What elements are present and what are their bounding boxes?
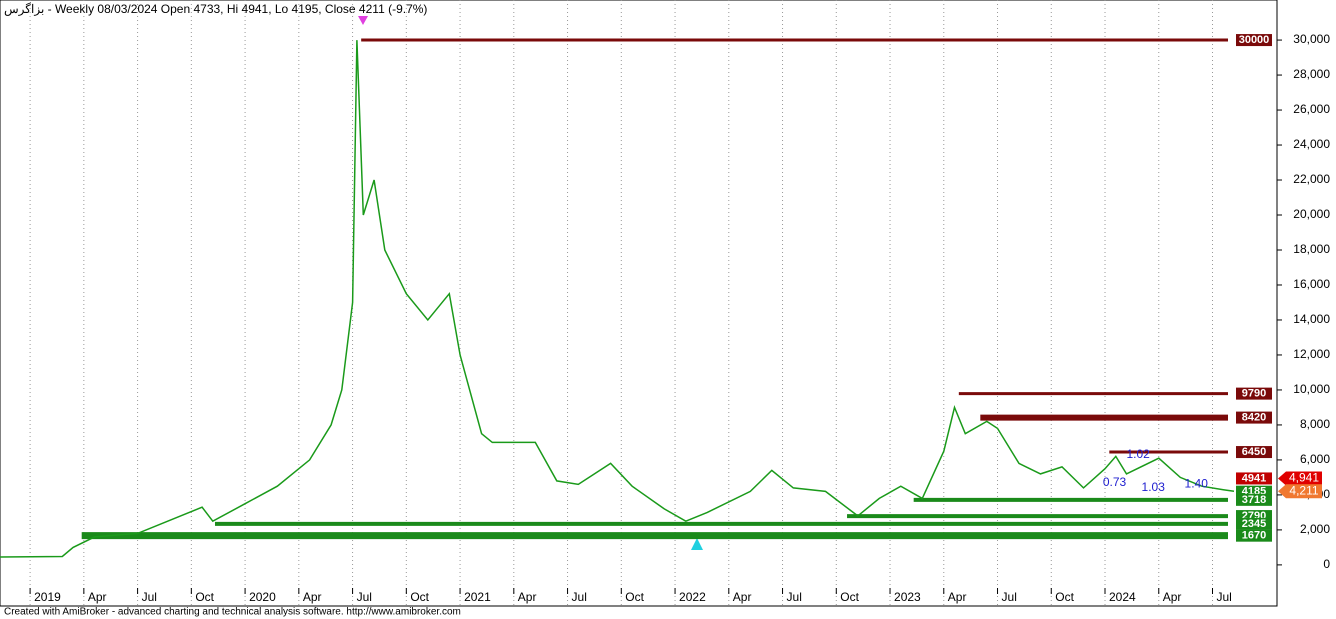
y-tick-label: 0	[1323, 557, 1330, 571]
footer: Created with AmiBroker - advanced charti…	[4, 607, 461, 618]
x-tick-label: Apr	[1163, 590, 1182, 604]
price-marker	[1278, 484, 1322, 499]
annotation: 1.02	[1127, 447, 1151, 461]
y-tick-label: 14,000	[1293, 312, 1330, 326]
price-line	[0, 40, 1235, 558]
x-tick-label: Oct	[625, 590, 644, 604]
x-tick-label: 2023	[894, 590, 921, 604]
y-tick-label: 22,000	[1293, 172, 1330, 186]
y-tick-label: 8,000	[1300, 417, 1330, 431]
y-tick-label: 18,000	[1293, 242, 1330, 256]
x-tick-label: Jul	[1002, 590, 1017, 604]
x-tick-label: Jul	[142, 590, 157, 604]
level-label: 6450	[1242, 446, 1266, 458]
x-tick-label: Jul	[787, 590, 802, 604]
x-tick-label: 2019	[34, 590, 61, 604]
price-marker-label: 4,941	[1289, 471, 1319, 485]
x-tick-label: Oct	[195, 590, 214, 604]
level-box	[1236, 34, 1272, 47]
y-tick-label: 2,000	[1300, 522, 1330, 536]
x-tick-label: Apr	[733, 590, 752, 604]
annotation: 0.73	[1103, 475, 1127, 489]
level-box	[1236, 529, 1272, 542]
level-box	[1236, 411, 1272, 424]
y-tick-label: 26,000	[1293, 102, 1330, 116]
level-box	[1236, 387, 1272, 400]
annotation: 1.40	[1185, 477, 1209, 491]
y-tick-label: 20,000	[1293, 207, 1330, 221]
y-tick-label: 16,000	[1293, 277, 1330, 291]
annotation: 1.03	[1142, 480, 1166, 494]
x-tick-label: Oct	[1055, 590, 1074, 604]
level-label: 9790	[1242, 388, 1266, 400]
level-label: 2345	[1242, 518, 1266, 530]
level-label: 30000	[1239, 34, 1270, 46]
x-tick-label: Apr	[948, 590, 967, 604]
x-tick-label: 2021	[464, 590, 491, 604]
x-tick-label: Apr	[88, 590, 107, 604]
level-box	[1236, 446, 1272, 459]
y-tick-label: 6,000	[1300, 452, 1330, 466]
level-label: 1670	[1242, 530, 1266, 542]
price-marker	[1278, 471, 1322, 486]
peak-marker	[358, 16, 368, 25]
x-tick-label: Apr	[303, 590, 322, 604]
level-label: 3718	[1242, 494, 1266, 506]
bottom-marker	[691, 538, 703, 550]
y-tick-label: 24,000	[1293, 137, 1330, 151]
y-tick-label: 10,000	[1293, 382, 1330, 396]
y-tick-label: 12,000	[1293, 347, 1330, 361]
level-label: 8420	[1242, 411, 1266, 423]
x-tick-label: 2020	[249, 590, 276, 604]
x-tick-label: Oct	[410, 590, 429, 604]
x-tick-label: 2024	[1109, 590, 1136, 604]
level-box	[1236, 517, 1272, 530]
x-tick-label: 2022	[679, 590, 706, 604]
x-tick-label: Jul	[572, 590, 587, 604]
y-tick-label: 28,000	[1293, 67, 1330, 81]
chart-title: بزاگرس - Weekly 08/03/2024 Open 4733, Hi…	[4, 2, 427, 16]
x-tick-label: Apr	[518, 590, 537, 604]
level-label: 4941	[1242, 472, 1266, 484]
x-tick-label: Jul	[1217, 590, 1232, 604]
x-tick-label: Oct	[840, 590, 859, 604]
plot-frame	[0, 0, 1278, 607]
level-box	[1236, 472, 1272, 485]
price-marker-label: 4,211	[1289, 483, 1318, 497]
y-tick-label: 30,000	[1293, 32, 1330, 46]
x-tick-label: Jul	[357, 590, 372, 604]
level-box	[1236, 493, 1272, 506]
